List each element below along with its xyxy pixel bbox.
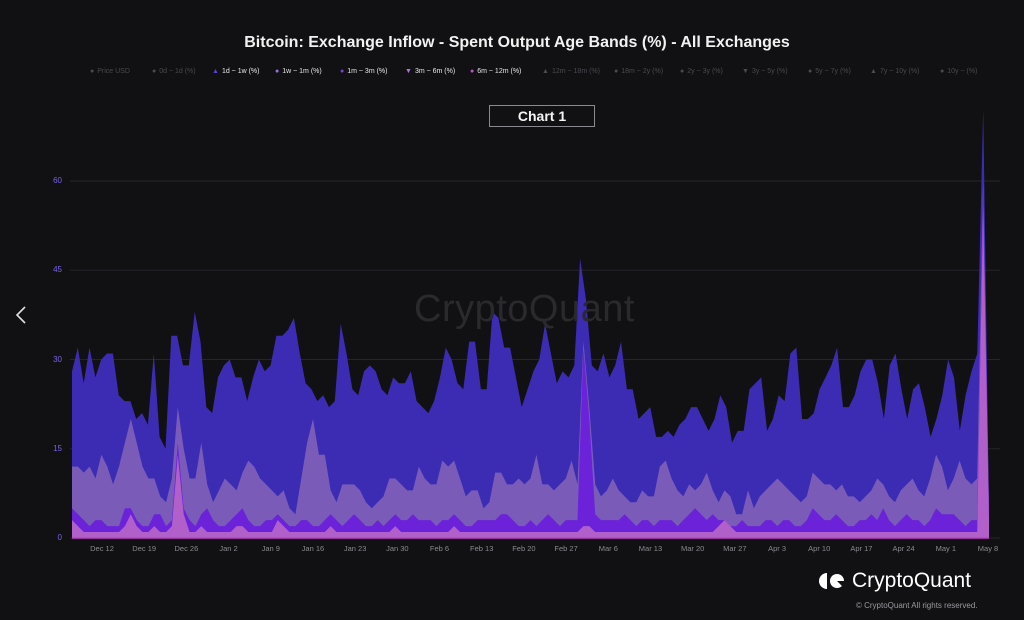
x-tick-label: May 8 [977, 544, 999, 553]
legend-label: 3m ~ 6m (%) [414, 68, 456, 75]
legend-marker-icon: ● [470, 68, 475, 75]
legend-label: 12m ~ 18m (%) [551, 68, 600, 75]
x-tick-label: Dec 26 [174, 544, 199, 553]
legend-label: 0d ~ 1d (%) [159, 68, 196, 75]
brand-logo: CryptoQuant [818, 569, 971, 593]
legend-label: 6m ~ 12m (%) [477, 68, 522, 75]
x-tick-label: Jan 30 [386, 544, 409, 553]
x-tick-label: Apr 10 [808, 544, 831, 553]
legend-marker-icon: ● [680, 68, 685, 75]
x-tick-label: Jan 16 [301, 544, 325, 553]
legend-item[interactable]: ● 1m ~ 3m (%) [340, 68, 388, 75]
x-tick-label: Mar 27 [723, 544, 747, 553]
x-tick-label: Apr 17 [850, 544, 873, 553]
x-tick-label: Dec 19 [132, 544, 157, 553]
x-tick-label: Dec 12 [90, 544, 114, 553]
legend: ● Price USD ● 0d ~ 1d (%) ▲ 1d ~ 1w (%) ● 1w ~ … [90, 68, 990, 82]
area-layers [72, 109, 989, 539]
x-tick-label: Feb 13 [470, 544, 494, 553]
y-tick-label: 15 [53, 443, 62, 453]
legend-marker-icon: ● [152, 68, 157, 75]
x-tick-label: Mar 13 [638, 544, 663, 553]
legend-item[interactable]: ▼ 3m ~ 6m (%) [405, 68, 455, 75]
legend-marker-icon: ▲ [870, 68, 877, 75]
legend-marker-icon: ▼ [742, 68, 749, 75]
legend-marker-icon: ▼ [405, 68, 412, 75]
legend-marker-icon: ● [940, 68, 945, 75]
legend-label: 5y ~ 7y (%) [815, 68, 851, 75]
legend-marker-icon: ● [90, 68, 95, 75]
legend-item[interactable]: ▲ 12m ~ 18m (%) [542, 68, 600, 75]
legend-item[interactable]: ● Price USD [90, 68, 130, 75]
x-tick-label: Jan 23 [343, 544, 367, 553]
legend-label: 2y ~ 3y (%) [687, 68, 723, 75]
legend-label: 3y ~ 5y (%) [751, 68, 788, 75]
chevron-left-icon[interactable] [12, 304, 30, 326]
x-tick-label: Feb 6 [429, 544, 450, 553]
x-tick-label: Jan 9 [261, 544, 280, 553]
chart-1-button[interactable]: Chart 1 [489, 105, 595, 127]
watermark: CryptoQuant [414, 288, 635, 330]
x-tick-label: Feb 27 [554, 544, 578, 553]
x-tick-label: Apr 3 [768, 544, 787, 553]
area-series [72, 181, 989, 538]
legend-label: 1w ~ 1m (%) [282, 68, 322, 75]
legend-marker-icon: ● [275, 68, 280, 75]
x-tick-label: Apr 24 [892, 544, 915, 553]
legend-label: 1d ~ 1w (%) [221, 68, 260, 75]
y-tick-label: 30 [53, 354, 62, 364]
chart-title: Bitcoin: Exchange Inflow - Spent Output … [244, 34, 790, 51]
legend-label: 1m ~ 3m (%) [347, 68, 388, 75]
x-tick-label: Feb 20 [512, 544, 536, 553]
copyright: © CryptoQuant All rights reserved. [856, 601, 978, 610]
x-tick-label: May 1 [935, 544, 957, 553]
legend-label: 7y ~ 10y (%) [879, 68, 920, 75]
legend-item[interactable]: ● 5y ~ 7y (%) [808, 68, 851, 75]
legend-marker-icon: ▲ [212, 68, 219, 75]
legend-item[interactable]: ▲ 7y ~ 10y (%) [870, 68, 919, 75]
legend-item[interactable]: ● 10y ~ (%) [940, 68, 977, 75]
legend-label: Price USD [97, 68, 130, 75]
y-tick-label: 0 [57, 533, 62, 542]
legend-marker-icon: ● [340, 68, 345, 75]
x-tick-label: Mar 20 [680, 544, 705, 553]
area-series [72, 109, 989, 538]
legend-item[interactable]: ● 2y ~ 3y (%) [680, 68, 723, 75]
legend-marker-icon: ● [614, 68, 619, 75]
y-tick-label: 60 [53, 176, 62, 185]
x-tick-label: Jan 2 [219, 544, 238, 553]
y-tick-label: 45 [53, 265, 62, 275]
cryptoquant-logo-icon [819, 573, 845, 589]
legend-item[interactable]: ● 6m ~ 12m (%) [470, 68, 521, 75]
brand-name: CryptoQuant [852, 569, 972, 592]
legend-item[interactable]: ● 1w ~ 1m (%) [275, 68, 322, 75]
legend-marker-icon: ▲ [542, 68, 549, 75]
legend-item[interactable]: ● 18m ~ 2y (%) [614, 68, 663, 75]
legend-item[interactable]: ● 0d ~ 1d (%) [152, 68, 196, 75]
legend-item[interactable]: ▲ 1d ~ 1w (%) [212, 68, 259, 75]
legend-marker-icon: ● [808, 68, 813, 75]
x-tick-label: Mar 6 [598, 544, 618, 553]
legend-item[interactable]: ▼ 3y ~ 5y (%) [742, 68, 788, 75]
legend-label: 10y ~ (%) [947, 68, 978, 75]
legend-label: 18m ~ 2y (%) [621, 68, 664, 75]
